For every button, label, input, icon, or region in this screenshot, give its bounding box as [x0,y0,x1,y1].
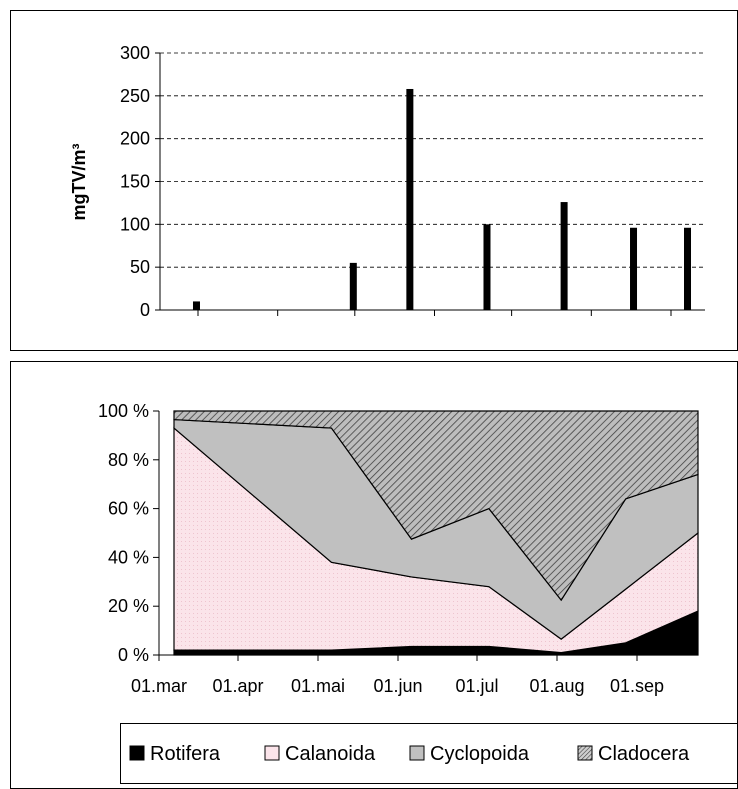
legend-item-cladocera: Cladocera [577,743,690,765]
top-y-tick-labels: 0 50 100 150 200 250 300 [120,43,150,320]
top-bars [192,88,692,310]
bottom-stacked-areas [173,410,699,656]
legend-item-rotifera: Rotifera [129,743,221,765]
bottom-x-tick-label: 01.mar [131,676,187,696]
legend-item-cyclopoida: Cyclopoida [409,743,530,765]
bottom-x-tick-label: 01.apr [212,676,263,696]
legend-label-rotifera: Rotifera [150,743,221,765]
top-bar [560,202,568,310]
legend-swatch-calanoida [264,745,280,761]
top-y-axis-title: mgTV/m³ [69,143,89,220]
top-y-tick-label: 100 [120,214,150,234]
top-bar [483,224,491,310]
bottom-x-tick-label: 01.jul [455,676,498,696]
top-gridlines [155,52,705,311]
top-y-tick-label: 200 [120,129,150,149]
bottom-y-tick-label: 40 % [108,547,149,567]
bottom-y-tick-label: 20 % [108,596,149,616]
legend-swatch-cladocera [577,745,593,761]
bottom-x-tick-label: 01.aug [529,676,584,696]
top-panel-frame [10,10,738,351]
bottom-x-tick-label: 01.mai [291,676,345,696]
bottom-y-tick-label: 0 % [118,645,149,665]
top-axes [159,53,705,316]
legend-box [120,723,738,784]
top-bar [630,227,638,310]
legend-label-cyclopoida: Cyclopoida [430,743,530,765]
top-y-tick-label: 250 [120,86,150,106]
legend-swatch-rotifera [129,745,145,761]
top-bar [192,301,200,310]
bottom-y-tick-label: 80 % [108,450,149,470]
bottom-x-tick-label: 01.jun [373,676,422,696]
bottom-axes [153,410,698,661]
area-cladocera [173,410,699,602]
top-bar [406,88,414,310]
top-bar [684,227,692,310]
bottom-y-tick-label: 100 % [98,401,149,421]
top-y-tick-label: 50 [130,257,150,277]
top-y-tick-label: 300 [120,43,150,63]
bottom-y-tick-label: 60 % [108,499,149,519]
legend-swatch-cyclopoida [409,745,425,761]
top-bar [349,262,357,310]
top-y-tick-label: 150 [120,172,150,192]
legend-item-calanoida: Calanoida [264,743,376,765]
bottom-x-tick-labels: 01.mar 01.apr 01.mai 01.jun 01.jul 01.aug 01.s… [131,676,664,696]
bottom-x-tick-label: 01.sep [610,676,664,696]
legend-label-calanoida: Calanoida [285,743,376,765]
top-y-tick-label: 0 [140,300,150,320]
bottom-y-tick-labels: 0 % 20 % 40 % 60 % 80 % 100 % [98,401,149,665]
legend-label-cladocera: Cladocera [598,743,690,765]
